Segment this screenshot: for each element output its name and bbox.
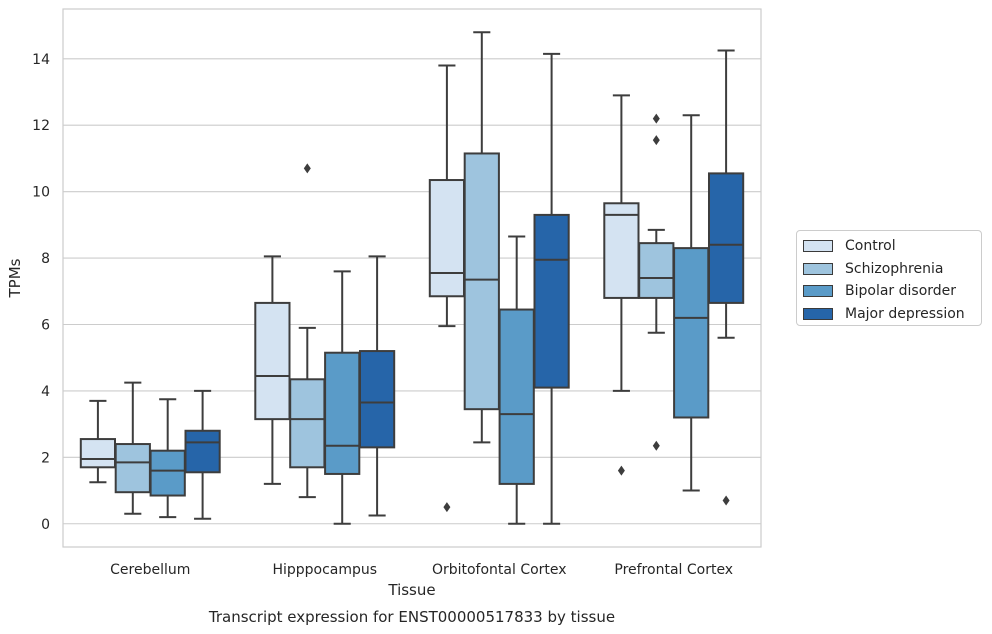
box-iqr: [707, 172, 745, 304]
x-tick-label: Orbitofontal Cortex: [432, 562, 567, 578]
box-iqr: [603, 202, 640, 299]
box-iqr: [184, 429, 221, 474]
outlier-point: [617, 465, 625, 476]
box-major-depression: [184, 389, 221, 520]
box-iqr: [324, 351, 361, 475]
box-control: [603, 94, 640, 476]
y-tick-label: 0: [41, 517, 50, 533]
y-tick-label: 12: [32, 118, 50, 134]
y-tick-labels: 0 2 4 6 8 10 12 14: [32, 52, 50, 533]
x-tick-labels: Cerebellum Hipppocampus Orbitofontal Corte…: [110, 562, 733, 578]
box-bipolar-disorder: [324, 270, 361, 525]
outlier-point: [443, 502, 451, 513]
legend-swatch: [803, 262, 833, 275]
box-iqr: [289, 378, 326, 469]
box-iqr: [638, 242, 675, 299]
box-bipolar-disorder: [498, 235, 535, 525]
legend-item: Schizophrenia: [803, 258, 975, 281]
legend-swatch: [803, 307, 833, 320]
y-tick-label: 6: [41, 317, 50, 333]
box-schizophrenia: [638, 113, 675, 451]
box-iqr: [533, 213, 570, 389]
y-tick-label: 14: [32, 52, 50, 68]
box-major-depression: [707, 49, 745, 506]
plot-frame: [62, 8, 762, 548]
legend-item: Major depression: [803, 303, 975, 326]
box-iqr: [463, 152, 500, 411]
legend-swatch: [803, 240, 833, 253]
y-tick-label: 10: [32, 185, 50, 201]
box-iqr: [79, 438, 117, 469]
y-tick-label: 8: [41, 251, 50, 267]
x-tick-label: Hipppocampus: [272, 562, 377, 578]
outlier-point: [303, 163, 311, 174]
x-tick-label: Cerebellum: [110, 562, 190, 578]
legend-item: Bipolar disorder: [803, 280, 975, 303]
box-iqr: [114, 443, 151, 494]
box-bipolar-disorder: [673, 114, 710, 492]
legend-swatch: [803, 285, 833, 298]
legend-label: Major depression: [845, 305, 965, 322]
box-schizophrenia: [114, 381, 151, 515]
box-iqr: [149, 449, 186, 497]
y-axis-label: TPMs: [6, 258, 24, 298]
x-tick-label: Prefrontal Cortex: [614, 562, 733, 578]
legend-label: Schizophrenia: [845, 260, 944, 277]
legend-item: Control: [803, 235, 975, 258]
box-iqr: [498, 308, 535, 485]
box-bipolar-disorder: [149, 398, 186, 519]
boxes: [79, 31, 745, 525]
chart-title: Transcript expression for ENST0000051783…: [208, 608, 615, 626]
y-tick-label: 4: [41, 384, 50, 400]
box-major-depression: [358, 255, 396, 517]
box-major-depression: [533, 52, 570, 525]
y-tick-label: 2: [41, 450, 50, 466]
box-iqr: [673, 247, 710, 419]
box-schizophrenia: [463, 31, 500, 444]
box-iqr: [254, 301, 291, 421]
box-iqr: [428, 179, 466, 298]
box-control: [79, 399, 117, 484]
legend: Control Schizophrenia Bipolar disorder Majo…: [796, 230, 982, 326]
box-control: [254, 255, 291, 485]
outlier-point: [722, 495, 730, 506]
x-axis-label: Tissue: [387, 581, 435, 599]
outlier-point: [652, 440, 660, 451]
box-iqr: [358, 350, 396, 449]
legend-label: Control: [845, 238, 896, 255]
box-schizophrenia: [289, 163, 326, 499]
legend-label: Bipolar disorder: [845, 283, 957, 300]
outlier-point: [652, 135, 660, 146]
outlier-point: [652, 113, 660, 124]
box-control: [428, 64, 466, 513]
